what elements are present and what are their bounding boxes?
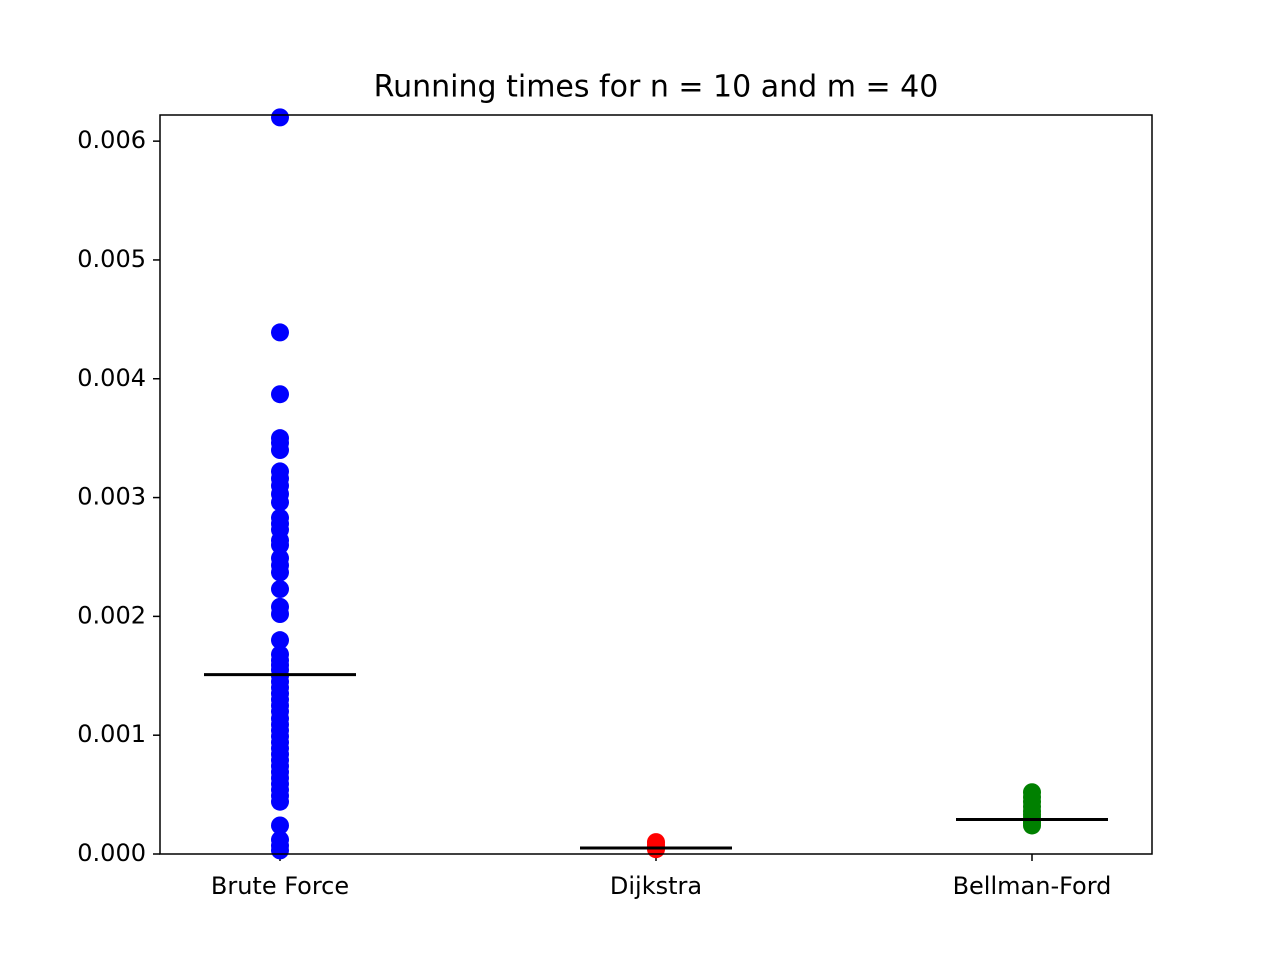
point (271, 580, 289, 599)
point (271, 792, 289, 811)
y-tick-label: 0.001 (77, 720, 146, 748)
point (271, 323, 289, 342)
y-tick-label: 0.004 (77, 364, 146, 392)
point (271, 563, 289, 582)
y-tick-label: 0.002 (77, 601, 146, 629)
point (271, 631, 289, 650)
chart-title: Running times for n = 10 and m = 40 (374, 70, 939, 105)
x-tick-label: Brute Force (211, 872, 349, 900)
point (271, 493, 289, 512)
point (271, 816, 289, 835)
x-tick-label: Bellman-Ford (953, 872, 1112, 900)
point (271, 441, 289, 460)
point (271, 605, 289, 624)
point (271, 108, 289, 127)
y-tick-label: 0.003 (77, 483, 146, 511)
x-tick-label: Dijkstra (610, 872, 702, 900)
point (271, 385, 289, 404)
y-tick-label: 0.005 (77, 245, 146, 273)
point (271, 841, 289, 860)
y-tick-label: 0.006 (77, 126, 146, 154)
plot-frame (159, 114, 1153, 855)
point (271, 536, 289, 555)
y-tick-label: 0.000 (77, 839, 146, 867)
